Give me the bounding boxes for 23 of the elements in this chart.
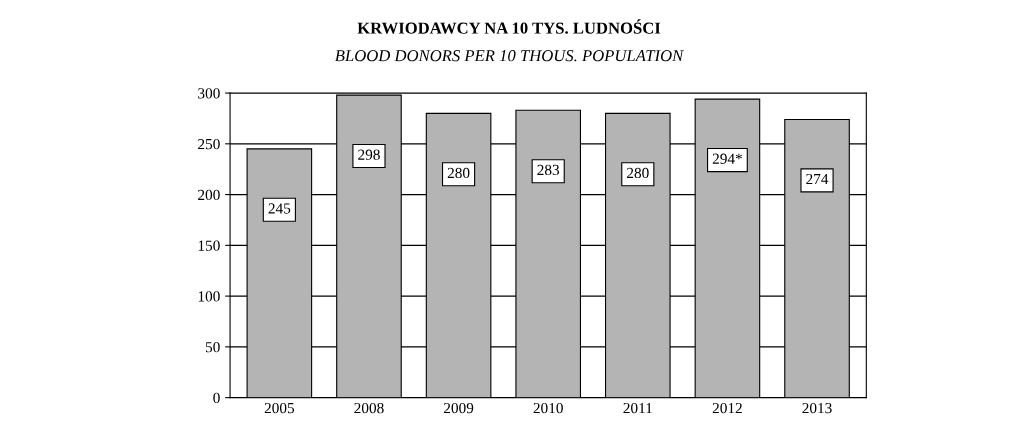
x-tick-label: 2012 xyxy=(712,402,742,414)
data-label: 294* xyxy=(712,153,742,164)
data-label: 274 xyxy=(806,173,829,185)
chart-subtitle: BLOOD DONORS PER 10 THOUS. POPULATION xyxy=(334,50,684,62)
x-tick-label: 2010 xyxy=(533,402,563,414)
y-tick-label: 150 xyxy=(198,240,220,251)
y-tick-label: 300 xyxy=(198,88,220,99)
x-tick-label: 2005 xyxy=(264,402,295,414)
data-label: 298 xyxy=(358,149,380,160)
y-tick-label: 50 xyxy=(205,342,220,353)
data-label: 280 xyxy=(447,167,470,179)
data-label: 280 xyxy=(627,167,649,179)
x-tick-label: 2008 xyxy=(354,402,384,414)
chart-title: KRWIODAWCY NA 10 TYS. LUDNOŚCI xyxy=(357,19,661,34)
y-tick-label: 200 xyxy=(198,189,220,201)
y-tick-label: 0 xyxy=(213,392,220,404)
x-tick-label: 2011 xyxy=(623,402,652,414)
y-tick-label: 250 xyxy=(198,138,220,150)
data-label: 245 xyxy=(268,203,291,214)
x-tick-label: 2009 xyxy=(443,402,474,414)
y-tick-label: 100 xyxy=(198,291,220,302)
data-label: 283 xyxy=(537,164,560,176)
x-tick-label: 2013 xyxy=(802,402,832,414)
